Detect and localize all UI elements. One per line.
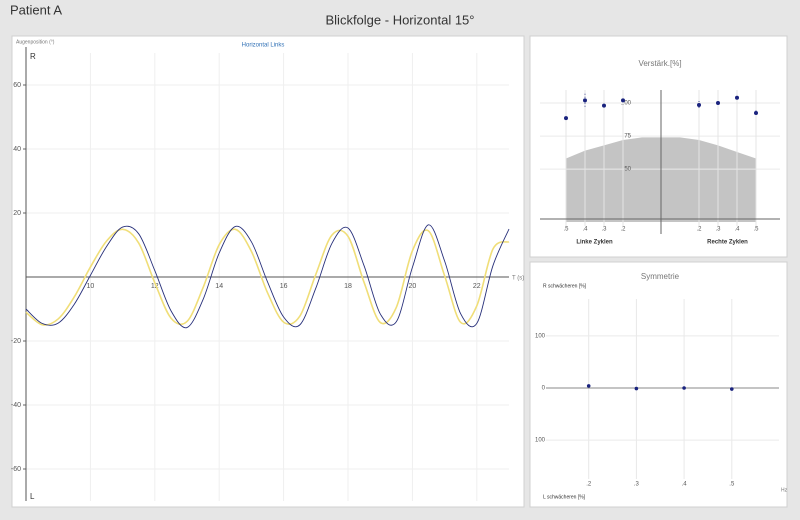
- patient-name: Patient A: [10, 2, 62, 17]
- y-tick-label: 60: [13, 82, 21, 89]
- x-tick-label: 12: [151, 283, 159, 290]
- x-axis-label: T (s): [512, 276, 524, 282]
- point: [564, 116, 568, 121]
- x-tick-label: 10: [87, 283, 95, 290]
- point: [586, 384, 591, 388]
- point: [682, 386, 686, 390]
- point: [716, 101, 720, 106]
- y-tick-label: 100: [535, 333, 546, 339]
- x-tick-label: .2: [586, 482, 592, 488]
- y-tick-label: 50: [624, 167, 631, 173]
- y-tick-label: -60: [11, 466, 21, 473]
- x-tick-label: 14: [215, 283, 223, 290]
- x-tick-label: .4: [734, 227, 740, 233]
- chart-title: Horizontal Links: [242, 43, 285, 49]
- point: [602, 103, 606, 108]
- page-title: Blickfolge - Horizontal 15°: [326, 12, 475, 27]
- point: [583, 98, 587, 103]
- x-tick-label: .2: [620, 227, 626, 233]
- top-label: R: [30, 52, 36, 61]
- group-label: Rechte Zyklen: [707, 240, 748, 246]
- x-tick-label: 22: [473, 283, 481, 290]
- point: [735, 95, 739, 100]
- point: [730, 387, 734, 391]
- panel: [11, 35, 525, 508]
- x-tick-label: .5: [753, 227, 759, 233]
- y-tick-label: 75: [624, 134, 631, 140]
- x-tick-label: 16: [280, 283, 288, 290]
- x-tick-label: 18: [344, 283, 352, 290]
- x-tick-label: .5: [563, 227, 569, 233]
- panel: [529, 261, 788, 508]
- group-label: Linke Zyklen: [576, 240, 613, 246]
- y-axis-label: R schwächeren [%]: [543, 283, 587, 289]
- y-tick-label: 40: [13, 146, 21, 153]
- point: [754, 110, 758, 115]
- y-tick-label: 20: [13, 210, 21, 217]
- y-axis-label: Augenposition (°): [16, 39, 55, 45]
- point: [697, 103, 701, 108]
- bottom-label: L: [30, 492, 35, 501]
- x-tick-label: .4: [582, 227, 588, 233]
- x-tick-label: .2: [696, 227, 702, 233]
- data-line: [25, 228, 510, 326]
- x-tick-label: .3: [715, 227, 721, 233]
- y-tick-label: 0: [542, 386, 546, 392]
- x-tick-label: .3: [634, 482, 640, 488]
- x-axis-label: Hz: [781, 487, 788, 493]
- y-tick-label: 100: [621, 101, 632, 107]
- point: [621, 98, 625, 103]
- x-tick-label: .3: [601, 227, 607, 233]
- x-tick-label: .4: [682, 482, 688, 488]
- y-tick-label: -40: [11, 402, 21, 409]
- chart-title: Verstärk.[%]: [638, 59, 681, 68]
- y-tick-label: 100: [535, 438, 546, 444]
- y-axis-label: L schwächeren [%]: [543, 494, 586, 500]
- y-tick-label: -20: [11, 338, 21, 345]
- x-tick-label: 20: [409, 283, 417, 290]
- chart-title: Symmetrie: [641, 272, 680, 281]
- data-line: [25, 224, 510, 329]
- x-tick-label: .5: [729, 482, 735, 488]
- point: [634, 386, 639, 391]
